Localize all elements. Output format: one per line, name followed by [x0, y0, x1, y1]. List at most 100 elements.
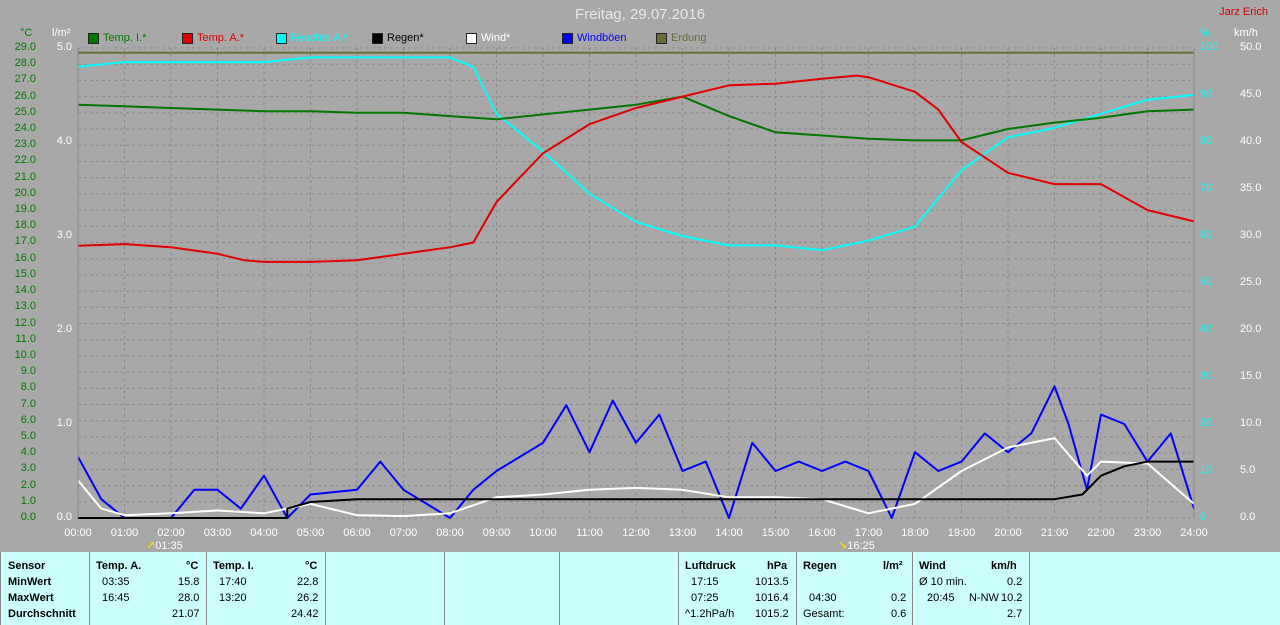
temp-tick-label: 16.0	[14, 251, 36, 264]
temp-a-max: 28.0	[178, 592, 200, 604]
temp-tick-label: 27.0	[14, 73, 36, 86]
x-tick-label: 11:00	[576, 527, 603, 539]
pressure-min: 1013.5	[755, 576, 789, 588]
sunset-icon: ↘	[838, 540, 848, 552]
x-tick-label: 03:00	[203, 527, 232, 539]
temp-i-unit: °C	[305, 560, 318, 572]
rain-tick-label: 4.0	[56, 135, 72, 147]
rain-tick-label: 2.0	[56, 323, 72, 335]
wind-tick-label: 10.0	[1240, 417, 1262, 429]
pressure-max-time: 07:25	[691, 592, 719, 604]
wind-tick-label: 30.0	[1240, 229, 1262, 241]
temp-i-max: 26.2	[297, 592, 319, 604]
x-tick-label: 10:00	[529, 527, 557, 539]
wind-tick-label: 50.0	[1240, 41, 1262, 53]
stats-empty-column-2	[444, 552, 560, 625]
x-tick-label: 05:00	[296, 527, 325, 539]
chart-title: Freitag, 29.07.2016	[574, 6, 706, 23]
stats-wind-column: Wind km/h Ø 10 min. 0.2 20:45 N-NW 10.2 …	[912, 552, 1030, 625]
rain-unit-label: l/m²	[52, 27, 71, 39]
wind-max: 10.2	[1001, 592, 1023, 604]
sunset-marker: ↘16:25	[838, 539, 875, 552]
legend-item: Temp. I.*	[88, 32, 146, 44]
temp-tick-label: 14.0	[14, 284, 36, 297]
x-tick-label: 07:00	[389, 527, 418, 539]
legend-swatch	[182, 32, 193, 44]
row-avg-label: Durchschnitt	[8, 608, 76, 620]
sensor-header: Sensor	[8, 560, 46, 572]
wind-unit: km/h	[991, 560, 1017, 572]
legend-swatch	[372, 32, 383, 44]
temp-unit-label: °C	[20, 27, 33, 39]
x-tick-label: 16:00	[808, 527, 836, 539]
legend-label: Windböen	[577, 32, 627, 44]
rain-unit: l/m²	[883, 560, 903, 572]
series-line-temp-i	[77, 95, 1195, 142]
row-max-label: MaxWert	[8, 592, 54, 604]
x-tick-label: 08:00	[436, 527, 464, 539]
rain-total: 0.6	[891, 608, 907, 620]
temp-tick-label: 21.0	[14, 170, 36, 183]
temp-i-avg: 24.42	[291, 608, 319, 620]
temp-tick-label: 11.0	[15, 332, 36, 345]
wind-tick-label: 35.0	[1240, 182, 1262, 194]
hum-tick-label: 70	[1200, 182, 1213, 194]
x-tick-label: 18:00	[901, 527, 929, 539]
wind-tick-label: 5.0	[1240, 464, 1256, 476]
sunrise-icon: ↗	[146, 540, 156, 552]
series-line-feuchte-a	[77, 56, 1195, 252]
legend-item: Regen*	[372, 32, 424, 44]
temp-tick-label: 20.0	[14, 186, 36, 199]
wind-tick-label: 0.0	[1240, 511, 1256, 523]
wind-tick-label: 40.0	[1240, 135, 1262, 147]
x-tick-label: 01:00	[110, 527, 139, 539]
hum-tick-label: 0	[1200, 511, 1207, 523]
x-tick-label: 04:00	[250, 527, 278, 539]
pressure-header: Luftdruck	[685, 560, 736, 572]
temp-a-unit: °C	[186, 560, 199, 572]
temp-tick-label: 13.0	[14, 300, 36, 313]
x-tick-label: 02:00	[157, 527, 185, 539]
wind-avg: 0.2	[1007, 576, 1023, 588]
temp-tick-label: 0.0	[20, 511, 36, 523]
temp-a-min: 15.8	[178, 576, 200, 588]
wind-header: Wind	[919, 560, 946, 572]
pressure-min-time: 17:15	[691, 576, 719, 588]
pressure-max: 1016.4	[755, 592, 789, 604]
temp-tick-label: 7.0	[20, 397, 36, 410]
hum-tick-label: 30	[1200, 370, 1213, 382]
hum-tick-label: 80	[1200, 135, 1213, 147]
temp-tick-label: 9.0	[20, 365, 36, 378]
wind-avg-label: Ø 10 min.	[919, 576, 967, 588]
pressure-unit: hPa	[767, 560, 788, 572]
temp-tick-label: 10.0	[14, 348, 36, 361]
pressure-avg: 1015.2	[755, 608, 789, 620]
stats-pressure-column: Luftdruck hPa 17:15 1013.5 07:25 1016.4 …	[678, 552, 797, 625]
hum-tick-label: 60	[1200, 229, 1213, 241]
legend-label: Feuchte A.*	[291, 32, 348, 44]
legend-swatch	[276, 32, 287, 44]
series-line-windböen	[77, 385, 1195, 519]
x-tick-label: 20:00	[994, 527, 1022, 539]
wind-tick-label: 20.0	[1240, 323, 1262, 335]
hum-tick-label: 90	[1200, 88, 1213, 100]
temp-tick-label: 3.0	[20, 462, 36, 475]
author-label: Jarz Erich	[1219, 6, 1268, 18]
temp-tick-label: 25.0	[14, 105, 36, 118]
legend-swatch	[562, 32, 573, 44]
chart-series	[77, 51, 1195, 519]
rain-tick-label: 5.0	[56, 41, 72, 53]
stats-rain-column: Regen l/m² 04:30 0.2 Gesamt: 0.6	[796, 552, 913, 625]
x-tick-label: 13:00	[668, 527, 697, 539]
temp-tick-label: 29.0	[14, 41, 36, 53]
temp-tick-label: 18.0	[14, 219, 36, 232]
hum-tick-label: 40	[1200, 323, 1213, 335]
legend-label: Temp. I.*	[103, 32, 147, 44]
series-line-regen	[78, 460, 1194, 519]
sunrise-time: 01:35	[155, 540, 183, 552]
hum-tick-label: 100	[1200, 41, 1219, 53]
x-tick-label: 22:00	[1087, 527, 1115, 539]
x-tick-label: 09:00	[482, 527, 511, 539]
temp-tick-label: 26.0	[14, 89, 36, 102]
temp-tick-label: 22.0	[14, 154, 36, 167]
